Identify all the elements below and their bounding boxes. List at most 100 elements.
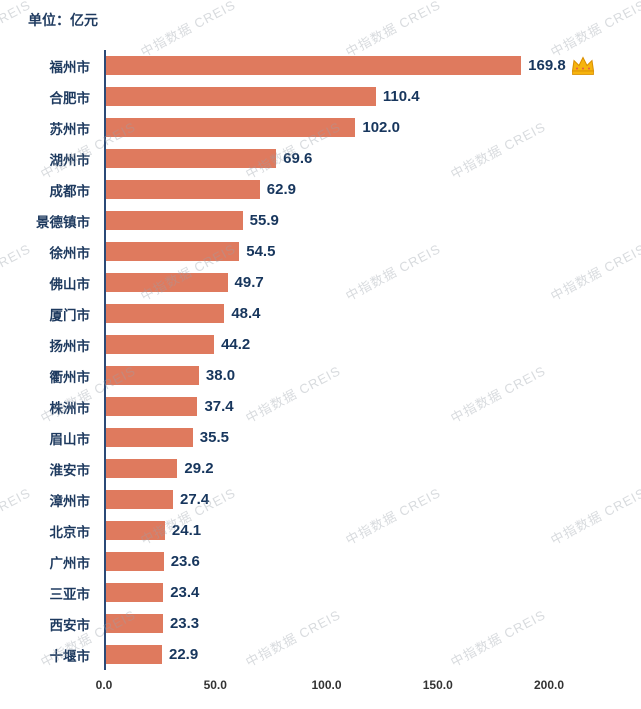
bar-track: 23.3 (106, 614, 595, 633)
x-axis: 0.0 50.0 100.0 150.0 200.0 (96, 674, 564, 698)
value-label: 35.5 (199, 429, 229, 446)
bar-track: 102.0 (106, 118, 595, 137)
bar-track: 27.4 (106, 490, 595, 509)
bar (106, 428, 193, 447)
bar-track: 44.2 (106, 335, 595, 354)
bar-row: 株洲市 37.4 (50, 391, 595, 422)
bar-track: 62.9 (106, 180, 595, 199)
x-tick-label: 150.0 (422, 678, 453, 692)
bar-row: 漳州市 27.4 (50, 484, 595, 515)
bar (106, 149, 277, 168)
value-label: 23.3 (169, 615, 200, 632)
bar-row: 扬州市 44.2 (50, 329, 595, 360)
bar-track: 22.9 (106, 645, 595, 664)
bar-row: 淮安市 29.2 (50, 453, 595, 484)
value-label: 169.8 (528, 57, 566, 74)
category-label: 成都市 (49, 183, 91, 199)
bar-row: 十堰市 22.9 (50, 639, 595, 670)
category-label: 佛山市 (49, 276, 91, 292)
x-tick-label: 100.0 (311, 678, 342, 692)
bar-track: 23.4 (106, 583, 595, 602)
bar-track: 38.0 (106, 366, 595, 385)
bar-row: 三亚市 23.4 (50, 577, 595, 608)
value-label: 55.9 (249, 212, 279, 229)
value-label: 44.2 (221, 336, 251, 353)
category-label: 景德镇市 (36, 214, 90, 230)
category-label: 徐州市 (49, 245, 91, 261)
value-label: 54.5 (246, 243, 276, 260)
category-label: 湖州市 (49, 152, 91, 168)
x-tick-label: 50.0 (203, 678, 227, 692)
bar-track: 54.5 (106, 242, 595, 261)
value-label: 37.4 (204, 398, 234, 415)
category-label: 眉山市 (49, 431, 91, 447)
value-label: 24.1 (171, 522, 202, 539)
bar (106, 366, 199, 385)
value-label: 38.0 (205, 367, 236, 384)
unit-label: 单位：亿元 (28, 12, 98, 28)
category-label: 淮安市 (49, 462, 91, 478)
bar-track: 69.6 (106, 149, 595, 168)
bar-row: 眉山市 35.5 (50, 422, 595, 453)
bar (106, 211, 243, 230)
bar-row: 成都市 62.9 (50, 174, 595, 205)
bar-track: 35.5 (106, 428, 595, 447)
crown-icon (570, 55, 596, 76)
bar-track: 49.7 (106, 273, 595, 292)
bar (106, 521, 165, 540)
bar-track: 23.6 (106, 552, 595, 571)
value-label: 48.4 (231, 305, 261, 322)
bar-track: 55.9 (106, 211, 595, 230)
value-label: 62.9 (266, 181, 296, 198)
bar (106, 273, 228, 292)
value-label: 69.6 (283, 150, 313, 167)
bar-row: 广州市 23.6 (50, 546, 595, 577)
bar-track: 169.8 (106, 55, 596, 76)
bar (106, 459, 178, 478)
category-label: 广州市 (49, 555, 91, 571)
bar-row: 景德镇市 55.9 (36, 205, 595, 236)
x-tick-label: 0.0 (95, 678, 113, 692)
bar-row: 福州市 169.8 (50, 50, 596, 81)
category-label: 衢州市 (49, 369, 91, 385)
category-label: 福州市 (49, 59, 91, 75)
bar (106, 335, 215, 354)
category-label: 漳州市 (49, 493, 91, 509)
bar (106, 397, 198, 416)
category-label: 西安市 (49, 617, 91, 633)
bar-row: 苏州市 102.0 (50, 112, 595, 143)
category-label: 北京市 (49, 524, 91, 540)
bar-row: 衢州市 38.0 (50, 360, 595, 391)
bar (106, 645, 162, 664)
bar (106, 87, 376, 106)
category-label: 苏州市 (49, 121, 91, 137)
value-label: 49.7 (234, 274, 264, 291)
bar-track: 110.4 (106, 87, 595, 106)
category-label: 十堰市 (49, 648, 91, 664)
value-label: 23.6 (170, 553, 200, 570)
bar-row: 厦门市 48.4 (50, 298, 595, 329)
category-label: 合肥市 (49, 90, 91, 106)
bar-track: 48.4 (106, 304, 595, 323)
category-label: 株洲市 (49, 400, 91, 416)
value-label: 23.4 (170, 584, 200, 601)
bar-row: 合肥市 110.4 (50, 81, 595, 112)
value-label: 29.2 (184, 460, 214, 477)
x-tick-label: 200.0 (533, 678, 565, 692)
bar (106, 180, 260, 199)
bar-chart: 福州市 169.8 合肥市 110.4 苏州市 (8, 50, 641, 698)
value-label: 22.9 (168, 646, 199, 663)
bar-row: 徐州市 54.5 (50, 236, 595, 267)
bar (106, 242, 240, 261)
bar-track: 37.4 (106, 397, 595, 416)
value-label: 27.4 (179, 491, 210, 508)
bar-rows: 福州市 169.8 合肥市 110.4 苏州市 (36, 50, 596, 670)
bar-track: 24.1 (106, 521, 595, 540)
bar (106, 118, 356, 137)
bar (106, 583, 164, 602)
bar-row: 佛山市 49.7 (50, 267, 595, 298)
category-label: 三亚市 (49, 586, 91, 602)
bar-row: 湖州市 69.6 (50, 143, 595, 174)
value-label: 110.4 (382, 88, 420, 105)
